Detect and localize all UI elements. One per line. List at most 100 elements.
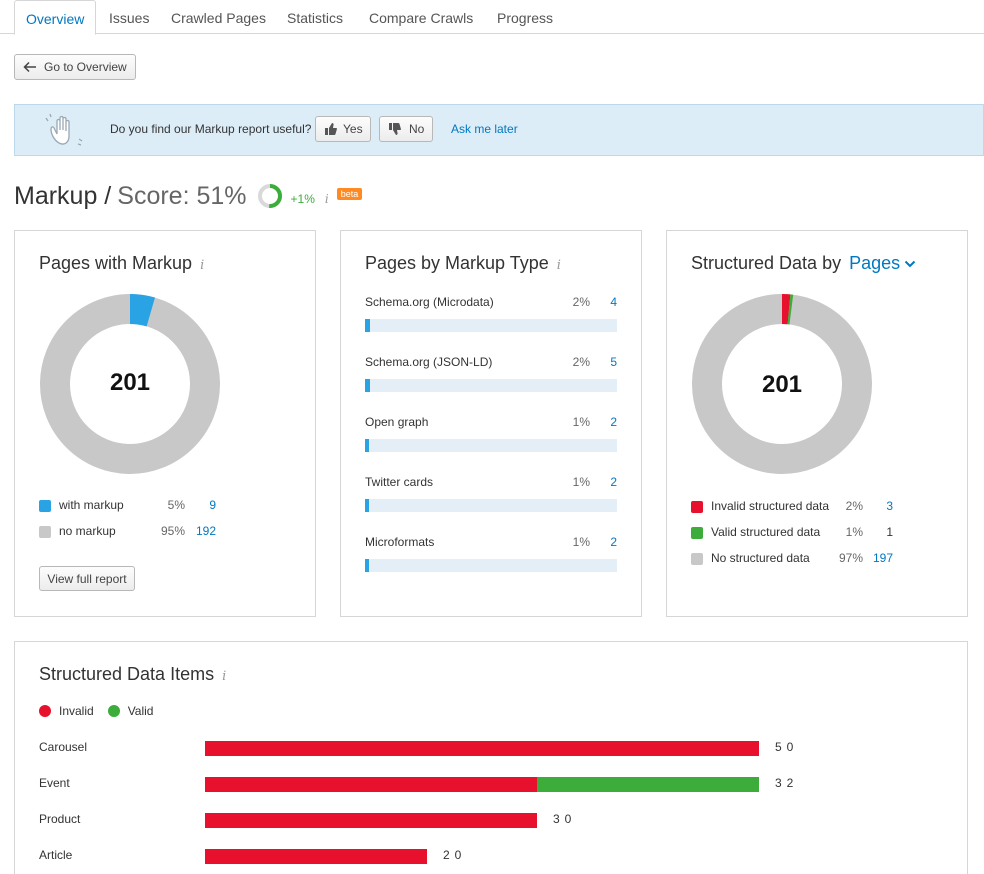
structured-item-row[interactable]: Carousel 50 — [39, 740, 939, 756]
bar-invalid[interactable] — [205, 849, 427, 864]
structured-item-label: Carousel — [39, 740, 88, 754]
structured-data-card: Structured Data by Pages 201 Invalid str… — [666, 230, 968, 617]
score-ring-icon — [257, 184, 282, 208]
bar-invalid[interactable] — [205, 741, 759, 756]
feedback-yes-button[interactable]: Yes — [315, 116, 371, 142]
markup-type-label: Microformats — [365, 535, 435, 549]
score-text: Score: 51% — [117, 181, 247, 210]
structured-data-total: 201 — [761, 371, 803, 398]
markup-type-count[interactable]: 2 — [610, 475, 617, 489]
feedback-no-button[interactable]: No — [379, 116, 433, 142]
bar-invalid[interactable] — [205, 777, 537, 792]
structured-item-row[interactable]: Article 20 — [39, 848, 939, 864]
thumbs-up-icon — [325, 123, 337, 135]
markup-type-count[interactable]: 2 — [610, 415, 617, 429]
pages-with-markup-donut — [40, 294, 220, 474]
structured-item-row[interactable]: Event 32 — [39, 776, 939, 792]
info-icon[interactable]: i — [556, 258, 561, 273]
info-icon[interactable]: i — [324, 192, 329, 206]
donut-segment-invalid — [692, 294, 872, 474]
structured-item-label: Event — [39, 776, 70, 790]
markup-type-bar-track — [365, 559, 617, 572]
legend-pct: 5% — [167, 498, 185, 512]
structured-item-row[interactable]: Product 30 — [39, 812, 939, 828]
pages-by-markup-type-title: Pages by Markup Type i — [365, 253, 561, 274]
structured-data-title-text: Structured Data by — [691, 253, 842, 273]
tab-overview[interactable]: Overview — [14, 0, 97, 35]
structured-data-items-title: Structured Data Items i — [39, 664, 226, 685]
feedback-yes-label: Yes — [343, 122, 363, 136]
markup-type-bar-track — [365, 499, 617, 512]
legend-pct: 1% — [845, 525, 863, 539]
markup-type-row: Schema.org (Microdata) 2% 4 — [365, 295, 617, 345]
go-to-overview-button[interactable]: Go to Overview — [14, 54, 136, 80]
legend-with-markup[interactable]: with markup 5% 9 — [39, 498, 219, 514]
structured-item-label: Article — [39, 848, 73, 862]
markup-type-row: Schema.org (JSON-LD) 2% 5 — [365, 355, 617, 405]
feedback-banner: Do you find our Markup report useful? Ye… — [14, 104, 984, 156]
pages-with-markup-total: 201 — [109, 369, 151, 396]
ask-me-later-link[interactable]: Ask me later — [451, 122, 518, 136]
structured-data-title: Structured Data by Pages — [691, 253, 916, 274]
go-to-overview-label: Go to Overview — [44, 60, 127, 74]
markup-type-count[interactable]: 2 — [610, 535, 617, 549]
markup-type-bar-track — [365, 439, 617, 452]
legend-dot-valid — [107, 705, 120, 717]
tab-progress[interactable]: Progress — [497, 10, 554, 26]
structured-item-value: 20 — [443, 848, 467, 862]
tab-bar: Overview Issues Crawled Pages Statistics… — [0, 0, 984, 35]
legend-label: with markup — [59, 498, 124, 512]
markup-type-label: Schema.org (JSON-LD) — [365, 355, 493, 369]
page-title-row: Markup / Score: 51% +1% i beta — [14, 178, 363, 214]
structured-item-label: Product — [39, 812, 81, 826]
legend-count[interactable]: 9 — [209, 498, 216, 512]
markup-type-row: Twitter cards 1% 2 — [365, 475, 617, 525]
legend-swatch — [39, 526, 51, 538]
markup-type-row: Open graph 1% 2 — [365, 415, 617, 465]
legend-no-structured[interactable]: No structured data 97% 197 — [691, 551, 901, 567]
dropdown-label: Pages — [849, 253, 901, 273]
tab-crawled-pages[interactable]: Crawled Pages — [171, 10, 266, 26]
legend-swatch — [39, 500, 51, 512]
donut-segment-with-markup — [40, 294, 220, 474]
markup-type-pct: 1% — [572, 415, 590, 429]
legend-label: No structured data — [711, 551, 810, 565]
tab-issues[interactable]: Issues — [109, 10, 150, 26]
legend-count[interactable]: 3 — [886, 499, 893, 513]
markup-type-bar-track — [365, 379, 617, 392]
legend-invalid-structured[interactable]: Invalid structured data 2% 3 — [691, 499, 901, 515]
bar-invalid[interactable] — [205, 813, 537, 828]
markup-type-count[interactable]: 4 — [610, 295, 617, 309]
legend-label: no markup — [59, 524, 116, 538]
legend-count: 1 — [886, 525, 893, 539]
legend-pct: 2% — [845, 499, 863, 513]
structured-data-items-card: Structured Data Items i Invalid Valid Ca… — [14, 641, 968, 874]
pages-by-markup-type-title-text: Pages by Markup Type — [365, 253, 549, 273]
beta-badge: beta — [336, 188, 363, 200]
view-full-report-button[interactable]: View full report — [39, 566, 135, 591]
legend-valid-label: Valid — [127, 704, 154, 718]
bar-valid[interactable] — [537, 777, 759, 792]
markup-type-label: Twitter cards — [365, 475, 434, 489]
legend-invalid-label: Invalid — [59, 704, 94, 718]
structured-item-value: 32 — [775, 776, 799, 790]
info-icon[interactable]: i — [200, 258, 205, 273]
markup-type-bar-fill — [365, 319, 370, 332]
legend-no-markup[interactable]: no markup 95% 192 — [39, 524, 219, 540]
structured-item-value: 50 — [775, 740, 799, 754]
tab-compare-crawls[interactable]: Compare Crawls — [369, 10, 474, 26]
tab-statistics[interactable]: Statistics — [287, 10, 344, 26]
info-icon[interactable]: i — [222, 669, 227, 684]
legend-pct: 97% — [838, 551, 863, 565]
legend-count[interactable]: 192 — [195, 524, 216, 538]
legend-label: Invalid structured data — [711, 499, 830, 513]
chevron-down-icon — [904, 260, 916, 267]
legend-dot-invalid — [39, 705, 51, 717]
structured-data-items-title-text: Structured Data Items — [39, 664, 215, 684]
markup-type-bar-fill — [365, 559, 369, 572]
structured-data-dropdown[interactable]: Pages — [849, 253, 916, 274]
arrow-left-icon — [23, 61, 36, 73]
markup-type-pct: 2% — [572, 295, 590, 309]
markup-type-count[interactable]: 5 — [610, 355, 617, 369]
legend-count[interactable]: 197 — [872, 551, 893, 565]
